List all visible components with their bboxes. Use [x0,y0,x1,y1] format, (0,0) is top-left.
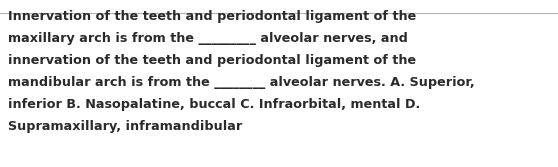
Text: inferior B. Nasopalatine, buccal C. Infraorbital, mental D.: inferior B. Nasopalatine, buccal C. Infr… [8,98,420,111]
Text: maxillary arch is from the _________ alveolar nerves, and: maxillary arch is from the _________ alv… [8,32,408,45]
Text: mandibular arch is from the ________ alveolar nerves. A. Superior,: mandibular arch is from the ________ alv… [8,76,475,89]
Text: innervation of the teeth and periodontal ligament of the: innervation of the teeth and periodontal… [8,54,416,67]
Text: Supramaxillary, inframandibular: Supramaxillary, inframandibular [8,120,242,133]
Text: Innervation of the teeth and periodontal ligament of the: Innervation of the teeth and periodontal… [8,10,416,23]
